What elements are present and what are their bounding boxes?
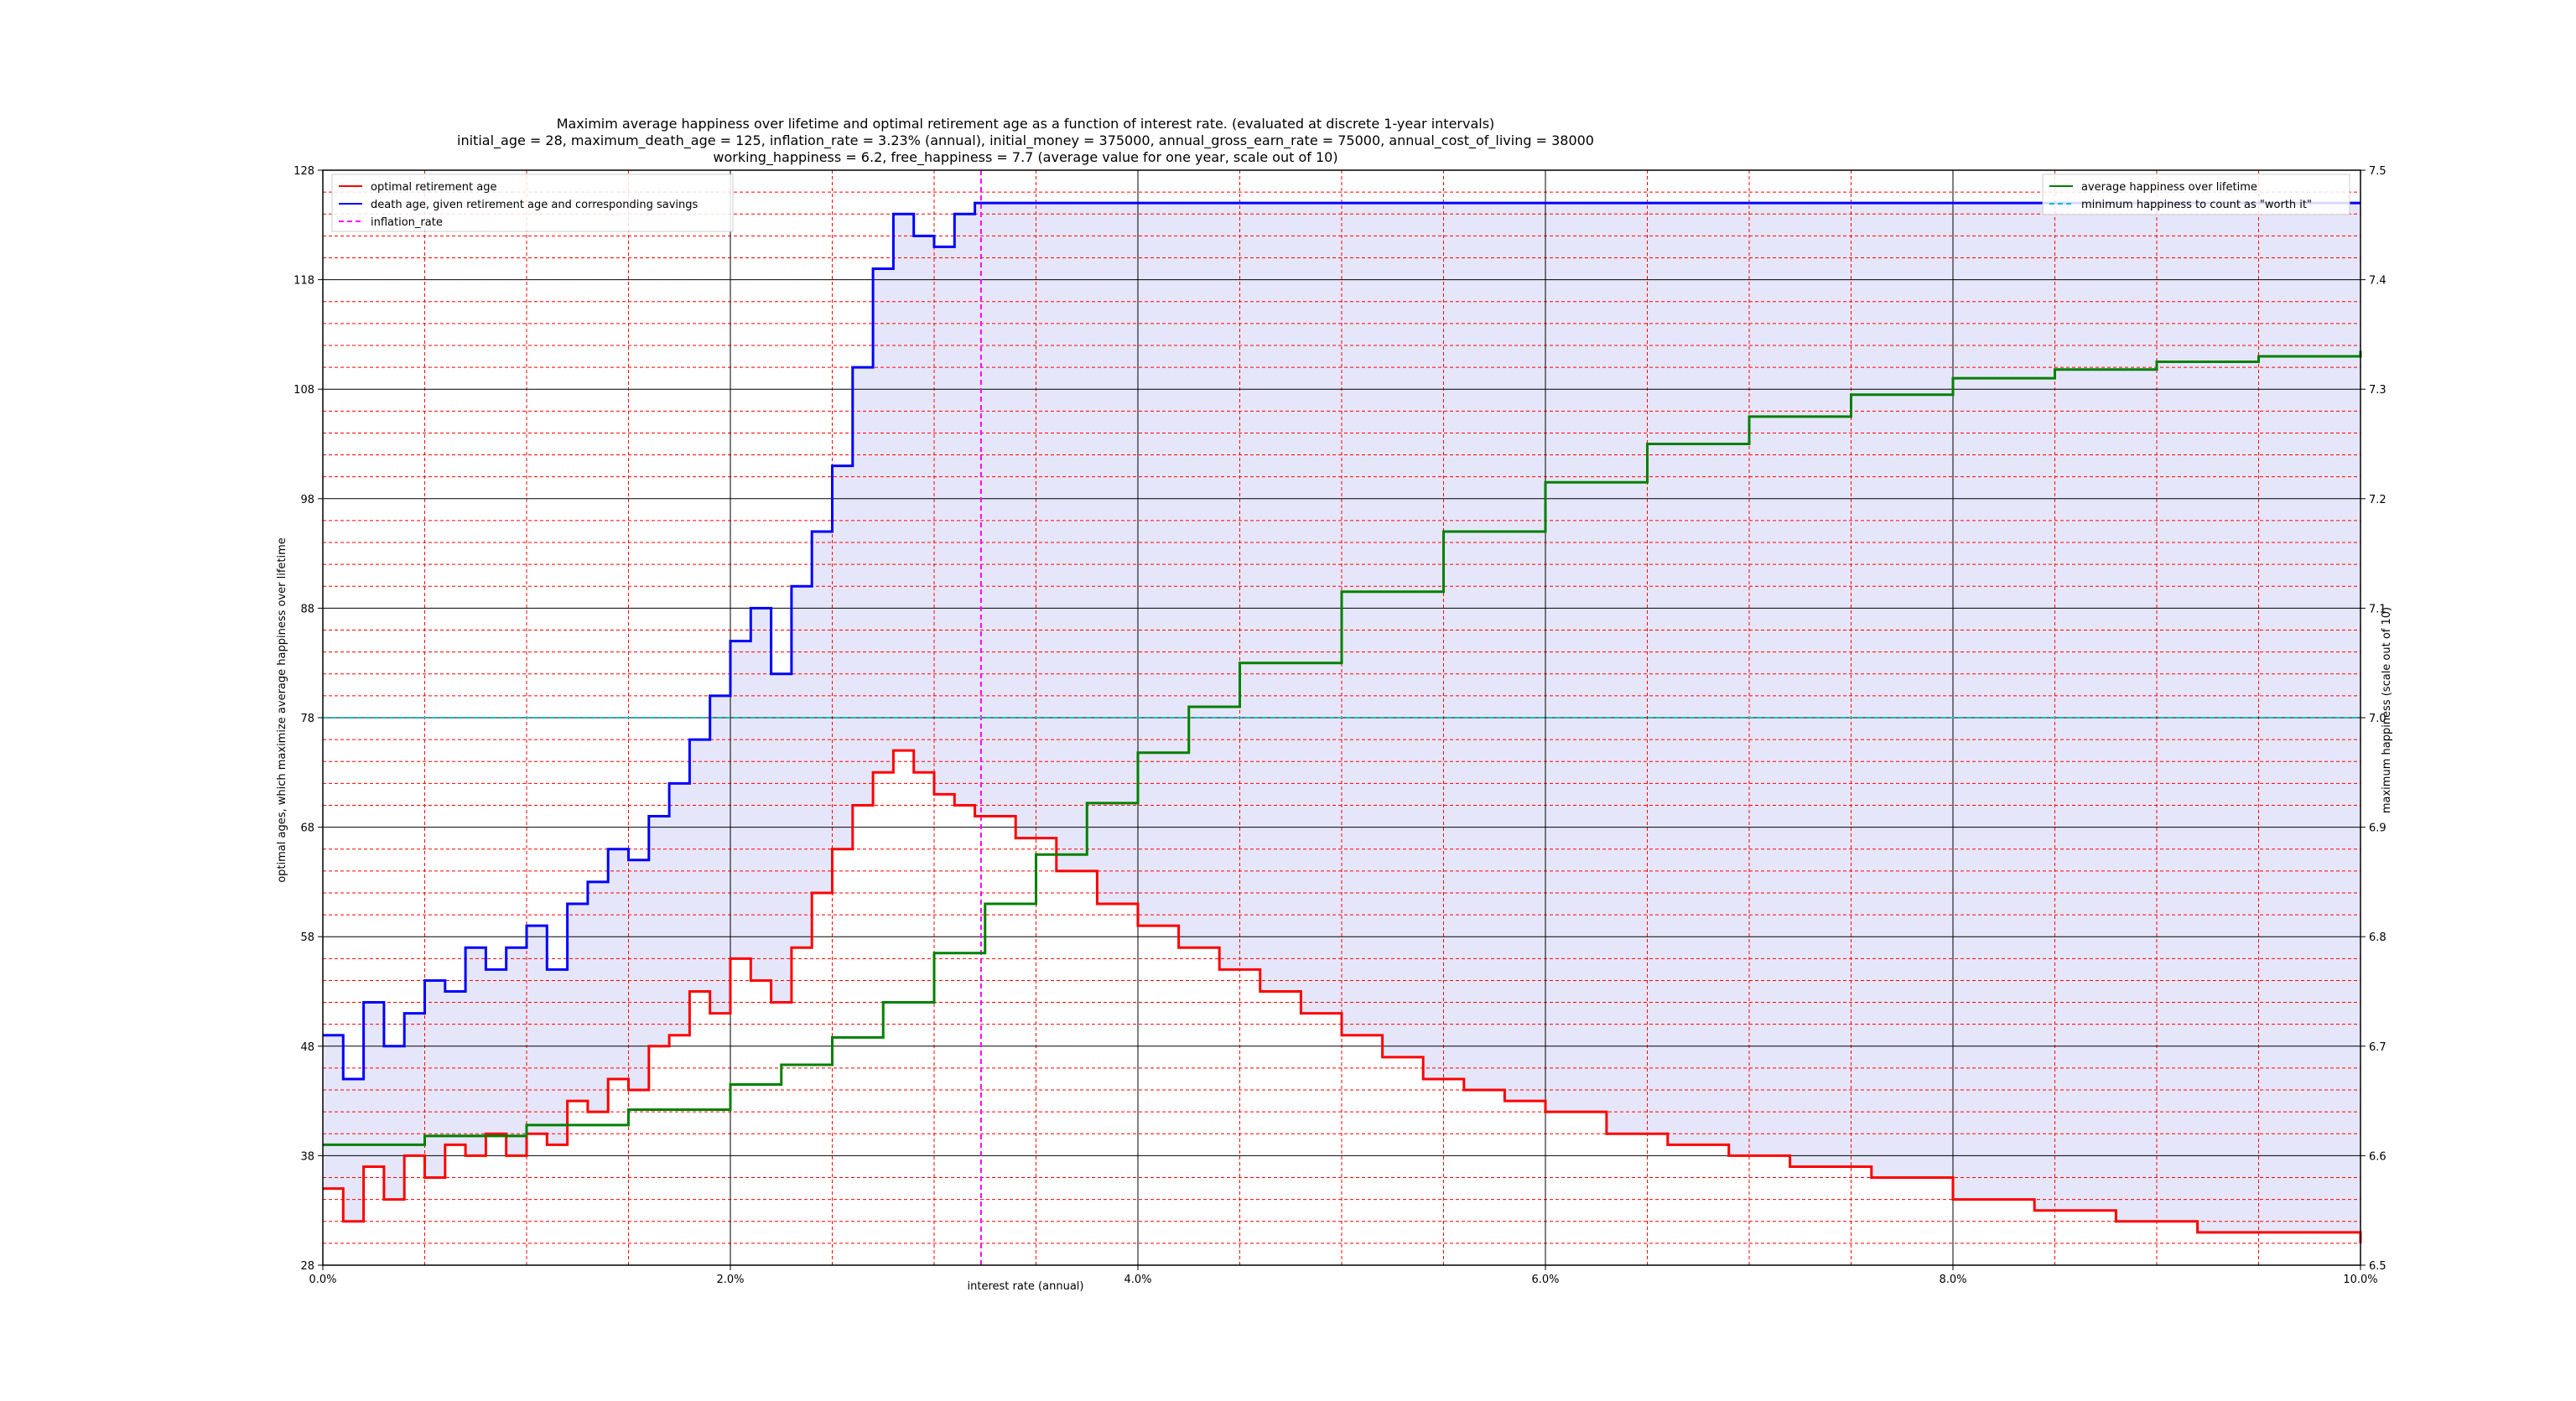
y-right-tick-label: 6.9: [2369, 822, 2386, 835]
legend-label-retirement: optimal retirement age: [371, 181, 496, 194]
y-right-tick-label: 7.2: [2369, 494, 2386, 506]
y-left-tick-label: 28: [300, 1260, 314, 1273]
y-right-tick-label: 6.5: [2369, 1260, 2386, 1273]
y-right-tick-label: 7.3: [2369, 384, 2386, 397]
y-left-tick-label: 68: [300, 822, 314, 835]
y-left-tick-label: 118: [293, 275, 314, 288]
x-tick-label: 6.0%: [1531, 1274, 1559, 1286]
y-left-tick-label: 58: [300, 931, 314, 944]
y-left-tick-label: 38: [300, 1150, 314, 1163]
legend-right-box: [2042, 174, 2350, 215]
x-tick-label: 2.0%: [716, 1274, 744, 1286]
y-right-axis-label: maximum happiness (scale out of 10): [2381, 607, 2393, 813]
x-tick-label: 8.0%: [1939, 1274, 1966, 1286]
x-tick-label: 0.0%: [309, 1274, 336, 1286]
y-right-tick-label: 7.0: [2369, 713, 2386, 725]
series-line-retirement-age: [323, 749, 2362, 1243]
x-axis-label: interest rate (annual): [968, 1280, 1084, 1293]
y-left-tick-label: 78: [300, 713, 314, 725]
y-right-tick-label: 7.1: [2369, 603, 2386, 615]
y-left-tick-label: 88: [300, 603, 314, 615]
legend-left-box: [331, 174, 734, 232]
y-right-tick-label: 7.4: [2369, 275, 2386, 288]
y-left-tick-label: 48: [300, 1041, 314, 1054]
title-line-2: initial_age = 28, maximum_death_age = 12…: [457, 132, 1594, 149]
y-right-tick-label: 6.8: [2369, 931, 2386, 944]
y-right-tick-label: 6.7: [2369, 1041, 2386, 1054]
x-tick-label: 10.0%: [2343, 1274, 2377, 1286]
legend-right: average happiness over lifetime minimum …: [2042, 174, 2350, 215]
legend-left: optimal retirement age death age, given …: [331, 174, 734, 232]
series-line-avg-happiness: [323, 350, 2362, 1146]
y-left-tick-label: 108: [293, 384, 314, 397]
title-line-3: working_happiness = 6.2, free_happiness …: [713, 149, 1337, 166]
legend-label-inflation: inflation_rate: [371, 216, 443, 229]
x-tick-label: 4.0%: [1124, 1274, 1151, 1286]
y-right-tick-label: 6.6: [2369, 1150, 2386, 1163]
legend-label-avg-happiness: average happiness over lifetime: [2081, 181, 2257, 194]
chart-title: Maximim average happiness over lifetime …: [457, 116, 1594, 166]
y-right-tick-label: 7.5: [2369, 165, 2386, 178]
series-line-death-age: [323, 201, 2360, 1081]
y-left-tick-label: 98: [300, 494, 314, 506]
legend-label-min-happiness: minimum happiness to count as "worth it": [2081, 199, 2312, 211]
legend-label-death-age: death age, given retirement age and corr…: [371, 199, 699, 211]
title-line-1: Maximim average happiness over lifetime …: [557, 116, 1495, 132]
plot-area: 0.0% 2.0% 4.0% 6.0% 8.0% 10.0% 28 38 48 58 68 78 88 9…: [293, 165, 2386, 1286]
y-left-tick-label: 128: [293, 165, 314, 178]
y-left-axis-label: optimal ages, which maximize average hap…: [276, 537, 288, 883]
